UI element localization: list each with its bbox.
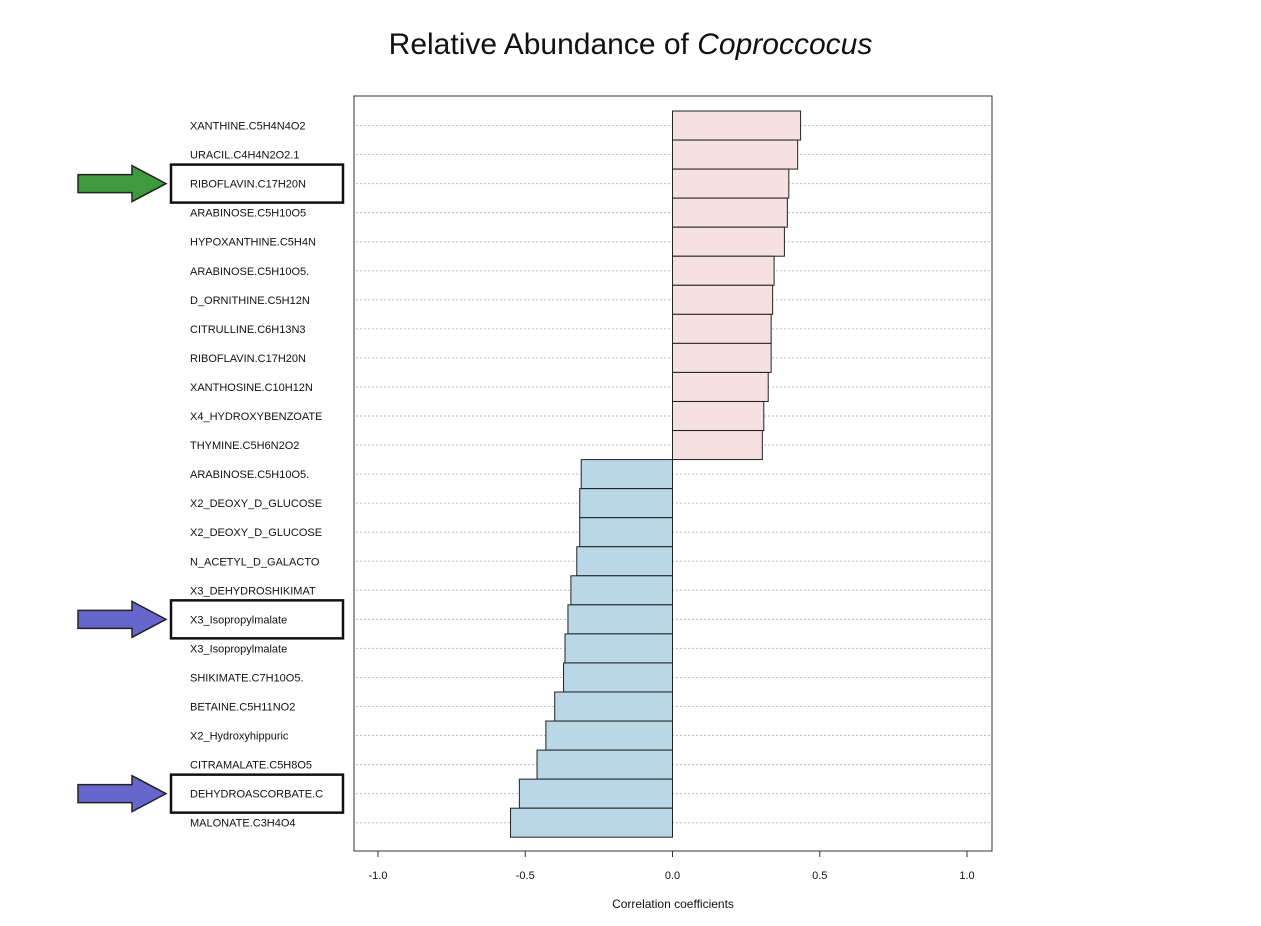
x-tick-label: 0.5	[812, 870, 827, 882]
bar	[580, 459, 674, 490]
y-tick-label: X4_HYDROXYBENZOATE	[190, 411, 322, 423]
bar	[545, 720, 673, 751]
y-tick-label: D_ORNITHINE.C5H12N	[190, 295, 310, 307]
bar	[672, 255, 775, 286]
highlight-box	[169, 599, 345, 640]
bar	[672, 110, 802, 141]
y-tick-label: CITRULLINE.C6H13N3	[190, 324, 306, 336]
bar	[564, 633, 674, 664]
y-tick-label: DEHYDROASCORBATE.C	[190, 789, 323, 801]
bar	[672, 168, 790, 199]
arrow-icon	[77, 164, 168, 203]
y-tick-label: X3_Isopropylmalate	[190, 643, 287, 655]
y-tick-label: ARABINOSE.C5H10O5.	[190, 469, 309, 481]
y-tick-label: X3_DEHYDROSHIKIMAT	[190, 585, 316, 597]
y-tick-label: X2_DEOXY_D_GLUCOSE	[190, 527, 322, 539]
bars	[510, 110, 802, 838]
y-tick-label: SHIKIMATE.C7H10O5.	[190, 672, 304, 684]
y-tick-label: THYMINE.C5H6N2O2	[190, 440, 299, 452]
y-tick-label: ARABINOSE.C5H10O5.	[190, 266, 309, 278]
chart-title: Relative Abundance of Coproccocus	[0, 28, 1261, 62]
bar	[672, 342, 772, 373]
x-tick-label: 0.0	[665, 870, 680, 882]
x-axis: -1.0 -0.5 0.0 0.5 1.0	[369, 850, 975, 882]
x-tick-label: -0.5	[516, 870, 535, 882]
highlight-box	[169, 773, 345, 814]
y-tick-label: MALONATE.C3H4O4	[190, 818, 296, 830]
x-tick-label: -1.0	[369, 870, 388, 882]
chart-title-taxon: Coproccocus	[697, 28, 873, 61]
bar	[510, 807, 673, 838]
y-axis-labels: XANTHINE.C5H4N4O2 URACIL.C4H4N2O2.1 RIBOFL…	[190, 121, 323, 830]
bar	[567, 604, 674, 635]
highlight-box	[169, 163, 345, 204]
bar	[672, 371, 769, 402]
arrow-icon	[77, 600, 168, 639]
bar	[518, 778, 673, 809]
y-tick-label: BETAINE.C5H11NO2	[190, 702, 295, 714]
y-tick-label: HYPOXANTHINE.C5H4N	[190, 237, 316, 249]
bar	[579, 517, 673, 548]
bar	[672, 226, 785, 257]
bar	[536, 749, 674, 780]
y-tick-label: XANTHINE.C5H4N4O2	[190, 121, 306, 133]
y-tick-label: X2_Hydroxyhippuric	[190, 731, 289, 743]
y-tick-label: RIBOFLAVIN.C17H20N	[190, 353, 306, 365]
bar	[672, 139, 799, 170]
y-tick-label: X2_DEOXY_D_GLUCOSE	[190, 498, 322, 510]
bar	[576, 546, 673, 577]
y-tick-label: N_ACETYL_D_GALACTO	[190, 556, 320, 568]
bar	[563, 662, 673, 693]
y-tick-label: CITRAMALATE.C5H8O5	[190, 760, 312, 772]
y-tick-label: URACIL.C4H4N2O2.1	[190, 150, 299, 162]
y-tick-label: X3_Isopropylmalate	[190, 614, 287, 626]
y-tick-label: XANTHOSINE.C10H12N	[190, 382, 313, 394]
bar	[570, 575, 674, 606]
chart-title-prefix: Relative Abundance of	[388, 28, 698, 61]
x-tick-label: 1.0	[959, 870, 974, 882]
bar	[672, 284, 774, 315]
x-axis-label: Correlation coefficients	[612, 897, 734, 911]
bar	[579, 488, 673, 519]
bar	[554, 691, 674, 722]
bar	[672, 430, 763, 461]
bar	[672, 197, 788, 228]
y-tick-label: ARABINOSE.C5H10O5	[190, 208, 306, 220]
y-tick-label: RIBOFLAVIN.C17H20N	[190, 179, 306, 191]
bar	[672, 313, 772, 344]
arrow-icon	[77, 774, 168, 813]
highlight-markers	[77, 163, 345, 814]
bar	[672, 401, 765, 431]
